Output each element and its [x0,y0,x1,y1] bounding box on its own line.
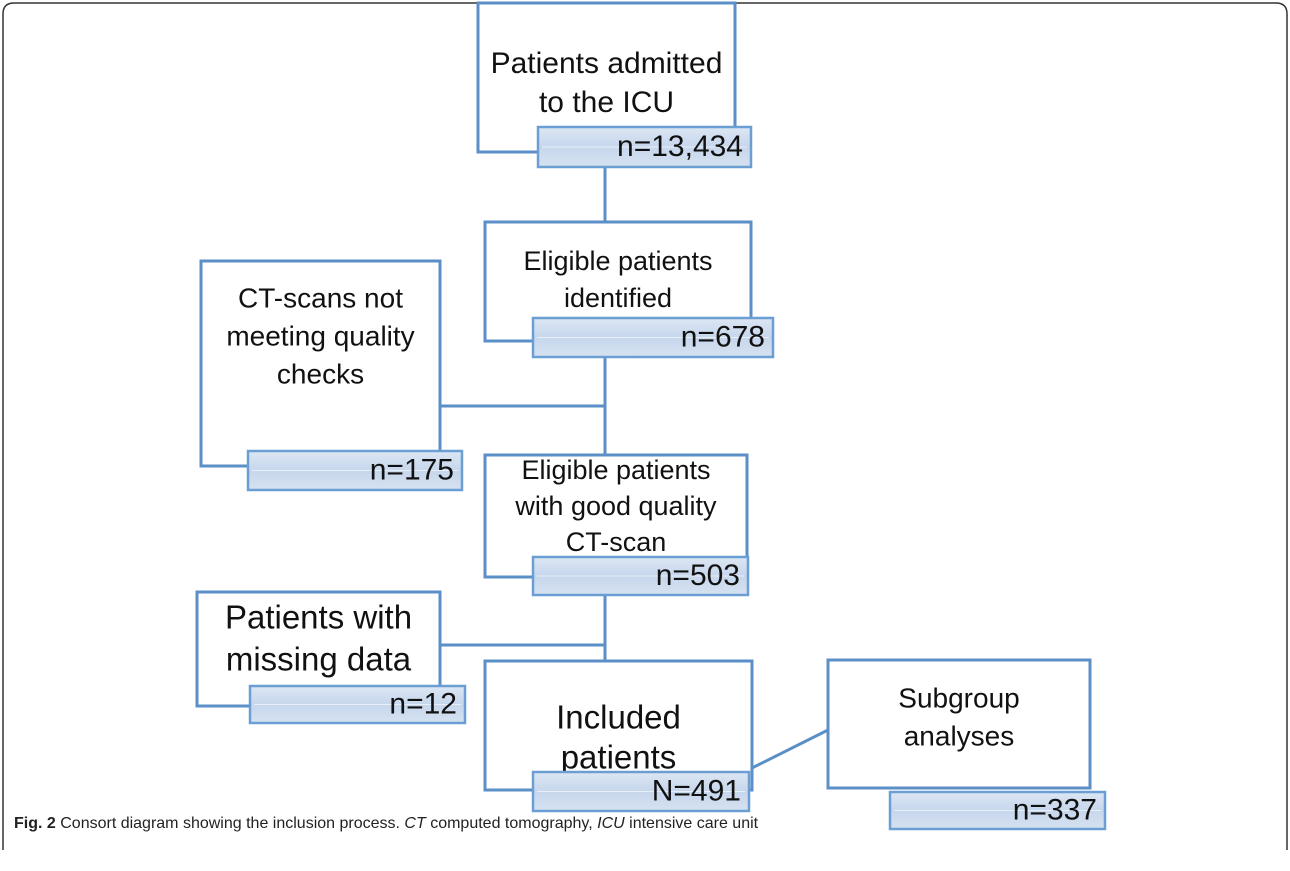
abbr-definition: computed tomography, [430,815,593,832]
caption-text: Consort diagram showing the inclusion pr… [60,815,400,832]
node-label: Eligible patients [523,246,712,276]
node-count: n=503 [656,559,740,592]
node-count: n=678 [681,320,765,353]
node-label: Eligible patients [521,455,710,485]
node-count: N=491 [652,774,741,807]
node-box [483,659,754,792]
node-label: Subgroup [898,682,1019,713]
connector [751,728,829,770]
node-label: identified [564,283,672,313]
node-label: Patients admitted [491,47,723,80]
node-box [826,658,1092,790]
node-label: checks [277,358,364,389]
node-label: Patients with [225,599,412,636]
node-label: CT-scans not [238,282,403,313]
node-label: patients [561,739,677,776]
node-count: n=12 [389,687,457,720]
node-count: n=337 [1013,793,1097,826]
caption: Fig. 2 Consort diagram showing the inclu… [14,815,758,833]
node-count: n=13,434 [617,130,743,163]
abbr-definition: intensive care unit [629,815,759,832]
node-label: to the ICU [539,86,674,119]
node-label: Included [556,699,681,736]
abbr-term: ICU [597,815,625,832]
node-count: n=175 [370,453,454,486]
connectors [440,167,829,770]
abbr-term: CT [404,815,426,832]
node-label: analyses [904,720,1015,751]
caption-label: Fig. 2 [14,815,56,832]
node-label: with good quality [514,491,717,521]
node-label: CT-scan [566,527,667,557]
node-label: missing data [226,641,412,678]
node-label: meeting quality [226,320,414,351]
